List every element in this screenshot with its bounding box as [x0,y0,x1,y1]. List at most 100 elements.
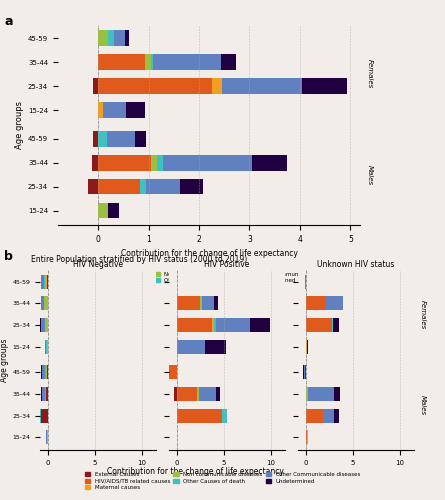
Bar [221,54,236,70]
Bar [166,366,177,380]
Bar [216,387,220,401]
Bar [44,387,45,401]
Bar [214,318,216,332]
Bar [151,54,153,70]
Bar [98,179,140,194]
Bar [306,430,307,444]
Title: Unknown HIV status: Unknown HIV status [317,260,395,269]
Bar [41,275,44,289]
Bar [163,155,251,170]
Legend: External Causes, HIV/AIDS/TB related causes, Maternal causes, Non communicable d: External Causes, HIV/AIDS/TB related cau… [65,272,341,289]
Bar [305,366,306,380]
Bar [306,340,307,353]
Bar [126,102,145,118]
Bar [305,275,306,289]
Bar [214,296,218,310]
Bar [145,54,151,70]
Text: Entire Population stratified by HIV status (2000 to 2019): Entire Population stratified by HIV stat… [31,255,247,264]
Bar [332,318,333,332]
Bar [41,366,42,380]
Bar [135,131,146,146]
Bar [199,387,216,401]
Bar [222,408,227,422]
Bar [93,78,98,94]
Bar [177,387,197,401]
Title: HIV Positive: HIV Positive [204,260,250,269]
Bar [146,179,180,194]
Bar [98,54,145,70]
Bar [47,296,48,310]
Bar [323,408,334,422]
Bar [334,408,339,422]
Bar [103,102,126,118]
Text: Males: Males [367,164,372,185]
Bar [41,296,44,310]
Bar [44,275,45,289]
Text: a: a [4,15,13,28]
Bar [98,155,151,170]
Bar [333,318,339,332]
Bar [205,340,226,353]
Bar [108,30,114,46]
Bar [151,155,157,170]
Bar [125,30,129,46]
Bar [177,408,222,422]
Bar [44,318,45,332]
Bar [40,296,41,310]
Bar [303,366,305,380]
Bar [250,318,271,332]
Y-axis label: Age groups: Age groups [15,101,24,149]
Bar [40,275,41,289]
Bar [98,78,212,94]
Bar [42,366,45,380]
Bar [98,131,107,146]
Bar [44,296,47,310]
Text: Females: Females [420,300,425,329]
Bar [334,387,340,401]
Legend: External Causes, HIV/AIDS/TB related causes, Maternal causes, Non communicable d: External Causes, HIV/AIDS/TB related cau… [82,470,363,492]
Bar [326,296,343,310]
Text: Females: Females [367,60,372,88]
Bar [41,318,44,332]
Bar [306,408,323,422]
Bar [177,296,200,310]
Bar [200,296,202,310]
Bar [177,318,212,332]
Bar [140,179,146,194]
Bar [114,30,125,46]
Bar [38,408,39,422]
Bar [41,408,48,422]
Bar [47,366,48,380]
Bar [40,318,41,332]
Bar [42,387,44,401]
Text: Contribution for the change of life expectancy: Contribution for the change of life expe… [107,468,284,476]
Bar [45,275,46,289]
Bar [46,387,48,401]
Bar [88,179,98,194]
Bar [47,275,48,289]
Bar [98,30,108,46]
Bar [202,296,214,310]
Bar [46,430,47,444]
Bar [180,179,202,194]
Bar [153,54,221,70]
Bar [212,318,214,332]
Bar [107,131,135,146]
X-axis label: Contribution for the change of life expectancy: Contribution for the change of life expe… [121,250,298,258]
Bar [93,131,98,146]
Bar [177,340,205,353]
Bar [306,318,332,332]
Bar [197,387,199,401]
Bar [47,430,48,444]
Bar [39,408,40,422]
Bar [212,78,222,94]
Bar [40,408,41,422]
Bar [157,155,163,170]
Bar [45,318,47,332]
Bar [108,203,119,218]
Bar [98,203,108,218]
Bar [40,387,42,401]
Bar [47,318,48,332]
Bar [45,387,46,401]
Bar [251,155,287,170]
